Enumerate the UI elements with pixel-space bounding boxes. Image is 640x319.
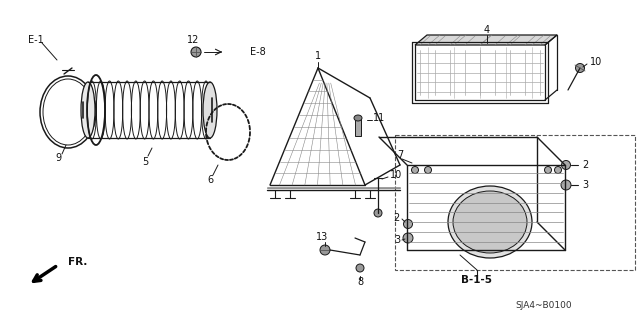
Ellipse shape — [374, 209, 382, 217]
Circle shape — [561, 180, 571, 190]
Circle shape — [403, 233, 413, 243]
Text: 10: 10 — [590, 57, 602, 67]
Ellipse shape — [203, 82, 217, 138]
Ellipse shape — [320, 245, 330, 255]
Text: 13: 13 — [316, 232, 328, 242]
Text: B-1-5: B-1-5 — [461, 275, 493, 285]
Ellipse shape — [448, 186, 532, 258]
Ellipse shape — [424, 167, 431, 174]
Ellipse shape — [545, 167, 552, 174]
Ellipse shape — [561, 160, 570, 169]
Text: 4: 4 — [484, 25, 490, 35]
Text: 11: 11 — [373, 113, 385, 123]
Text: 7: 7 — [397, 150, 403, 160]
Text: 3: 3 — [394, 235, 400, 245]
Text: 3: 3 — [582, 180, 588, 190]
Ellipse shape — [356, 264, 364, 272]
Text: 12: 12 — [187, 35, 199, 45]
Ellipse shape — [575, 63, 584, 72]
Text: 6: 6 — [207, 175, 213, 185]
Text: SJA4~B0100: SJA4~B0100 — [515, 300, 572, 309]
Ellipse shape — [554, 167, 561, 174]
Ellipse shape — [354, 115, 362, 121]
Text: 10: 10 — [390, 170, 403, 180]
Ellipse shape — [81, 82, 95, 138]
Text: FR.: FR. — [68, 257, 88, 267]
Text: 2: 2 — [582, 160, 588, 170]
Ellipse shape — [403, 219, 413, 228]
Text: 1: 1 — [315, 51, 321, 61]
Bar — [355, 118, 361, 136]
Text: 8: 8 — [357, 277, 363, 287]
Text: 5: 5 — [142, 157, 148, 167]
Ellipse shape — [412, 167, 419, 174]
Text: 2: 2 — [394, 213, 400, 223]
Text: 9: 9 — [55, 153, 61, 163]
Text: E-8: E-8 — [250, 47, 266, 57]
Polygon shape — [415, 35, 557, 45]
Ellipse shape — [191, 47, 201, 57]
Text: E-1: E-1 — [28, 35, 44, 45]
Bar — [395, 135, 635, 270]
Ellipse shape — [453, 191, 527, 253]
